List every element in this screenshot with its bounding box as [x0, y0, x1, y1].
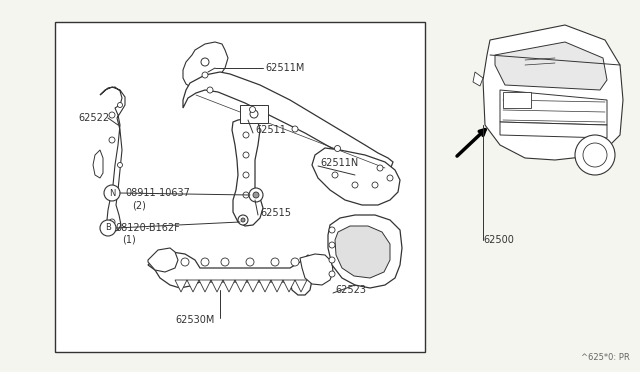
Polygon shape	[199, 280, 211, 292]
Polygon shape	[500, 90, 607, 125]
Circle shape	[250, 106, 255, 112]
Polygon shape	[223, 280, 235, 292]
Circle shape	[271, 258, 279, 266]
Circle shape	[372, 182, 378, 188]
Text: 62511M: 62511M	[265, 63, 305, 73]
Text: 62530M: 62530M	[175, 315, 214, 325]
Circle shape	[104, 185, 120, 201]
Bar	[240, 105, 268, 123]
Circle shape	[238, 215, 248, 225]
Circle shape	[109, 137, 115, 143]
Polygon shape	[247, 280, 259, 292]
Text: ^625*0: PR: ^625*0: PR	[581, 353, 630, 362]
Circle shape	[253, 192, 259, 198]
Circle shape	[201, 58, 209, 66]
Text: 62511N: 62511N	[320, 158, 358, 168]
Text: (2): (2)	[132, 200, 146, 210]
Polygon shape	[312, 148, 400, 205]
Polygon shape	[300, 254, 333, 285]
Circle shape	[221, 258, 229, 266]
Circle shape	[201, 258, 209, 266]
Polygon shape	[148, 252, 312, 295]
Polygon shape	[148, 248, 178, 272]
Circle shape	[100, 220, 116, 236]
Circle shape	[109, 192, 115, 198]
Circle shape	[583, 143, 607, 167]
Circle shape	[241, 218, 245, 222]
Circle shape	[202, 72, 208, 78]
Polygon shape	[283, 280, 295, 292]
Text: B: B	[105, 224, 111, 232]
Circle shape	[329, 257, 335, 263]
Text: N: N	[109, 189, 115, 198]
Circle shape	[207, 87, 213, 93]
Circle shape	[243, 172, 249, 178]
Circle shape	[118, 103, 122, 108]
Circle shape	[109, 112, 115, 118]
Text: (1): (1)	[122, 235, 136, 245]
Polygon shape	[271, 280, 283, 292]
Circle shape	[243, 192, 249, 198]
Polygon shape	[335, 226, 390, 278]
Polygon shape	[211, 280, 223, 292]
Circle shape	[329, 242, 335, 248]
Text: 62511: 62511	[255, 125, 286, 135]
Polygon shape	[235, 280, 247, 292]
Polygon shape	[473, 72, 483, 86]
Circle shape	[335, 145, 340, 151]
Circle shape	[575, 135, 615, 175]
Polygon shape	[328, 215, 402, 288]
Bar	[55, 22, 425, 352]
Polygon shape	[187, 280, 199, 292]
Circle shape	[292, 126, 298, 132]
Circle shape	[329, 227, 335, 233]
Polygon shape	[259, 280, 271, 292]
Polygon shape	[183, 42, 228, 88]
Text: 62523: 62523	[335, 285, 366, 295]
Circle shape	[352, 182, 358, 188]
Circle shape	[243, 152, 249, 158]
Circle shape	[332, 172, 338, 178]
Circle shape	[291, 258, 299, 266]
Circle shape	[249, 188, 263, 202]
Text: 62515: 62515	[260, 208, 291, 218]
Circle shape	[109, 219, 115, 225]
Circle shape	[118, 163, 122, 167]
Circle shape	[243, 132, 249, 138]
Text: 62500: 62500	[483, 235, 514, 245]
Circle shape	[246, 258, 254, 266]
Polygon shape	[232, 118, 263, 226]
Circle shape	[329, 271, 335, 277]
Polygon shape	[295, 280, 307, 292]
Polygon shape	[100, 87, 125, 232]
Text: 08911-10637: 08911-10637	[125, 188, 190, 198]
Circle shape	[181, 258, 189, 266]
Polygon shape	[483, 25, 623, 160]
Polygon shape	[183, 72, 393, 175]
Polygon shape	[175, 280, 187, 292]
Polygon shape	[500, 122, 607, 138]
Polygon shape	[495, 42, 607, 90]
Text: 62522: 62522	[78, 113, 109, 123]
Circle shape	[387, 175, 393, 181]
Circle shape	[250, 110, 258, 118]
Polygon shape	[93, 150, 103, 178]
Bar	[503, 92, 531, 108]
Text: 08120-B162F: 08120-B162F	[115, 223, 180, 233]
Circle shape	[377, 165, 383, 171]
